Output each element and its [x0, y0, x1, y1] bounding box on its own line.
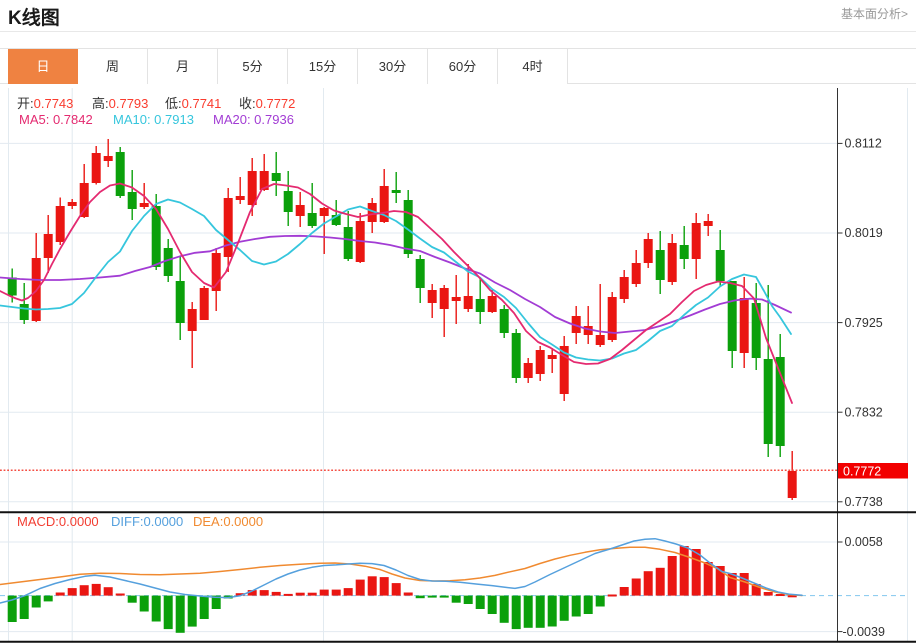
svg-text:0.8112: 0.8112: [845, 137, 882, 151]
svg-text:0.7832: 0.7832: [845, 405, 883, 419]
svg-text:0.0058: 0.0058: [845, 535, 883, 549]
svg-text:-0.0039: -0.0039: [843, 625, 885, 639]
svg-text:0.7772: 0.7772: [843, 464, 881, 478]
svg-text:0.8019: 0.8019: [845, 226, 883, 240]
svg-text:0.7738: 0.7738: [845, 495, 883, 509]
svg-text:0.7925: 0.7925: [845, 316, 883, 330]
